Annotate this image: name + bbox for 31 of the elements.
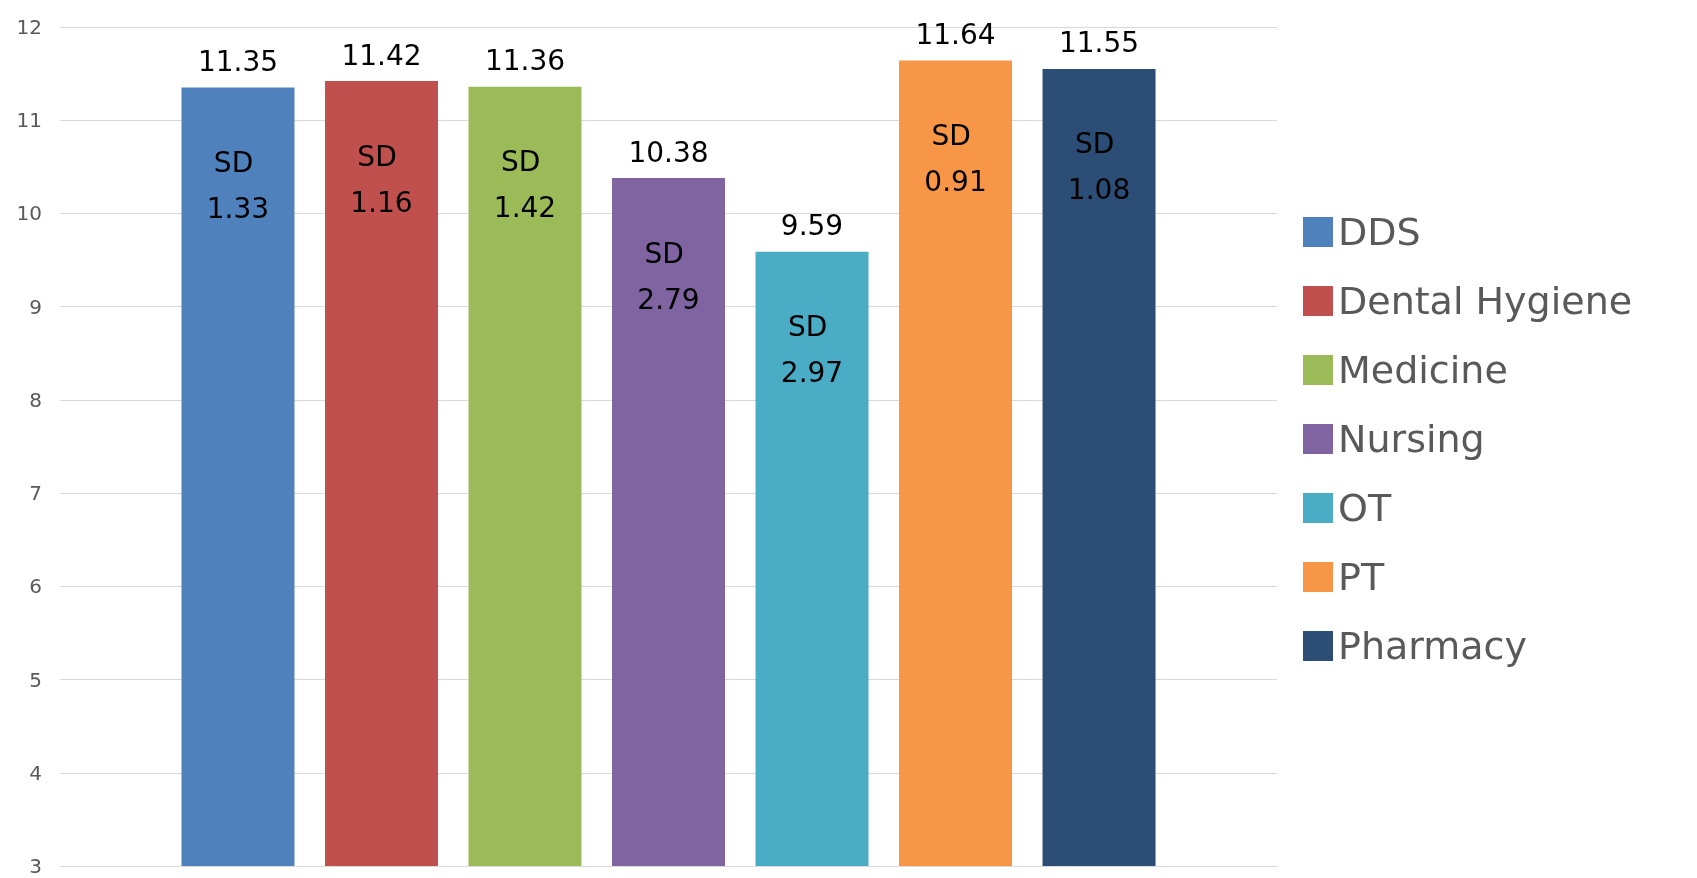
annotation: SD 1.08 [1067,127,1131,207]
legend-label: PT [1338,555,1385,599]
legend-label: Medicine [1338,348,1508,392]
y-tick-label: 8 [29,387,42,412]
annotation: SD 2.97 [780,310,844,390]
legend-label: Pharmacy [1338,624,1527,668]
y-tick-label: 10 [16,201,42,226]
data-label: 11.55 [1058,26,1140,60]
legend-label: DDS [1338,210,1421,254]
data-label: 11.35 [197,45,279,79]
annotation: SD 1.33 [206,146,270,226]
legend-label: OT [1338,486,1392,530]
annotation: SD 0.91 [924,119,987,199]
annotation: SD 1.42 [493,145,557,225]
y-tick-label: 9 [29,294,42,319]
y-tick-label: 4 [29,760,42,785]
y-tick-label: 3 [29,854,42,878]
legend-label: Nursing [1338,417,1485,461]
data-label: 11.64 [915,18,996,52]
y-tick-label: 6 [29,574,42,599]
legend-label: Dental Hygiene [1338,279,1633,323]
annotation: SD 1.16 [350,139,413,219]
y-tick-label: 7 [29,481,42,506]
y-tick-label: 5 [29,667,42,692]
y-tick-label: 11 [16,108,42,133]
data-label: 9.59 [780,209,844,243]
y-tick-label: 12 [16,15,42,39]
data-label: 10.38 [628,135,709,169]
annotation: SD 2.79 [637,236,700,316]
data-label: 11.36 [484,44,566,78]
data-label: 11.42 [341,38,422,72]
